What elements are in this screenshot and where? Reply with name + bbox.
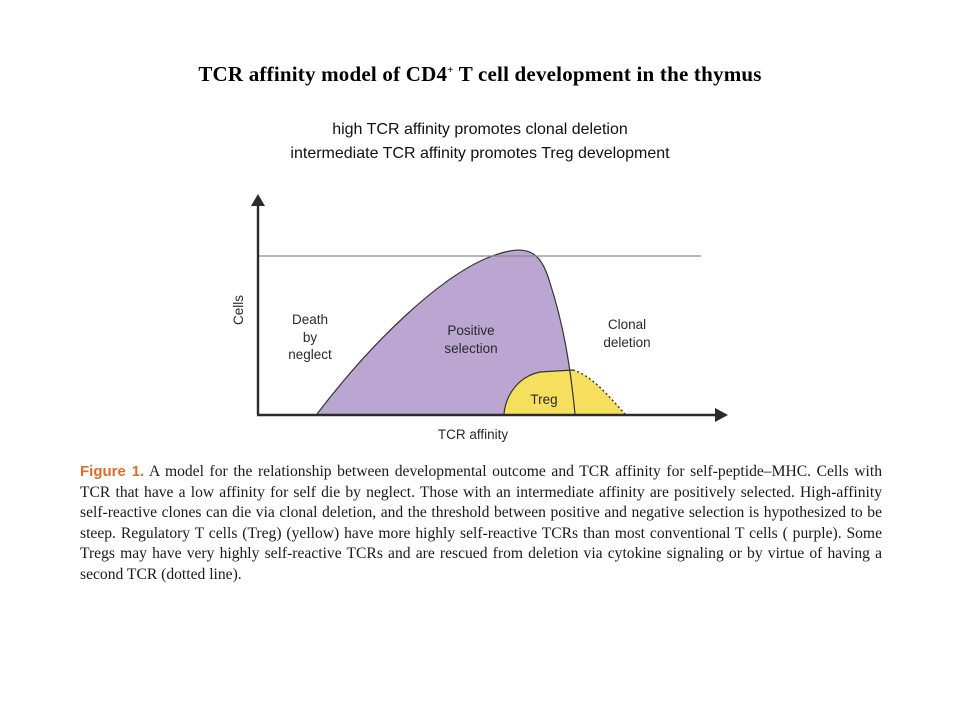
- label-clonal: Clonal: [608, 317, 646, 332]
- x-axis-arrowhead: [715, 408, 728, 422]
- y-axis-label: Cells: [231, 295, 246, 325]
- treg-outline: [503, 369, 574, 415]
- label-selection: selection: [444, 341, 497, 356]
- positive-selection-outline: [316, 249, 576, 415]
- title-superscript: +: [447, 64, 454, 76]
- label-treg: Treg: [530, 392, 557, 407]
- figure-caption: Figure 1. A model for the relationship b…: [80, 462, 882, 586]
- figure-label: Figure 1.: [80, 463, 145, 480]
- subtitle-line-1: high TCR affinity promotes clonal deleti…: [332, 121, 628, 138]
- tcr-affinity-diagram: Cells TCR affinity Death by neglect Posi…: [231, 194, 728, 442]
- subtitle-line-2: intermediate TCR affinity promotes Treg …: [290, 145, 670, 162]
- positive-selection-area: [317, 250, 575, 414]
- label-positive: Positive: [447, 323, 494, 338]
- title-suffix: T cell development in the thymus: [453, 62, 762, 86]
- treg-rescued-area: [573, 370, 625, 414]
- y-axis-arrowhead: [251, 194, 265, 206]
- treg-dotted-line: [572, 369, 626, 415]
- label-neglect: neglect: [288, 347, 332, 362]
- label-death: Death: [292, 312, 328, 327]
- title-prefix: TCR affinity model of CD4: [198, 62, 448, 86]
- label-by: by: [303, 330, 318, 345]
- slide-title: TCR affinity model of CD4+ T cell develo…: [0, 62, 960, 87]
- x-axis-label: TCR affinity: [438, 427, 509, 442]
- label-deletion: deletion: [603, 335, 650, 350]
- caption-text: A model for the relationship between dev…: [80, 463, 882, 583]
